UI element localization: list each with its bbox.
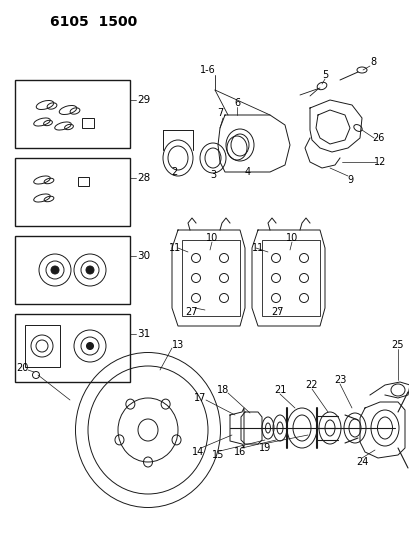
Text: 5: 5: [321, 70, 327, 80]
Text: 26: 26: [371, 133, 383, 143]
Ellipse shape: [51, 266, 59, 274]
Ellipse shape: [86, 343, 93, 350]
Bar: [261, 240, 319, 316]
Text: 27: 27: [185, 307, 198, 317]
Text: 10: 10: [205, 233, 218, 243]
Bar: [15, 80, 130, 148]
Text: 13: 13: [171, 340, 184, 350]
Text: 6: 6: [234, 98, 240, 108]
Text: 18: 18: [216, 385, 229, 395]
Text: 15: 15: [211, 450, 224, 460]
Text: 27: 27: [271, 307, 283, 317]
Text: 24: 24: [355, 457, 367, 467]
Text: 6105  1500: 6105 1500: [50, 15, 137, 29]
Text: 19: 19: [258, 443, 270, 453]
Text: 9: 9: [346, 175, 352, 185]
Bar: [82, 118, 94, 128]
Text: 17: 17: [193, 393, 206, 403]
Bar: [15, 236, 130, 304]
Text: 28: 28: [137, 173, 150, 183]
Text: 22: 22: [305, 380, 317, 390]
Ellipse shape: [86, 266, 94, 274]
Text: 7: 7: [216, 108, 222, 118]
Text: 10: 10: [285, 233, 297, 243]
Text: 25: 25: [391, 340, 403, 350]
Text: 23: 23: [333, 375, 345, 385]
Bar: [78, 177, 89, 186]
Text: 11: 11: [251, 243, 263, 253]
Text: 20: 20: [16, 363, 28, 373]
Text: 12: 12: [373, 157, 385, 167]
Bar: [182, 240, 239, 316]
Text: 8: 8: [369, 57, 375, 67]
Text: 1-6: 1-6: [200, 65, 216, 75]
Text: 31: 31: [137, 329, 150, 339]
Text: 3: 3: [209, 170, 216, 180]
Text: 16: 16: [233, 447, 245, 457]
Text: 11: 11: [169, 243, 181, 253]
Bar: [25, 325, 60, 367]
Text: 2: 2: [171, 167, 177, 177]
Text: 30: 30: [137, 251, 150, 261]
Text: 29: 29: [137, 95, 150, 105]
Bar: [15, 158, 130, 226]
Bar: [15, 314, 130, 382]
Text: 14: 14: [191, 447, 204, 457]
Text: 21: 21: [273, 385, 285, 395]
Text: 4: 4: [244, 167, 250, 177]
